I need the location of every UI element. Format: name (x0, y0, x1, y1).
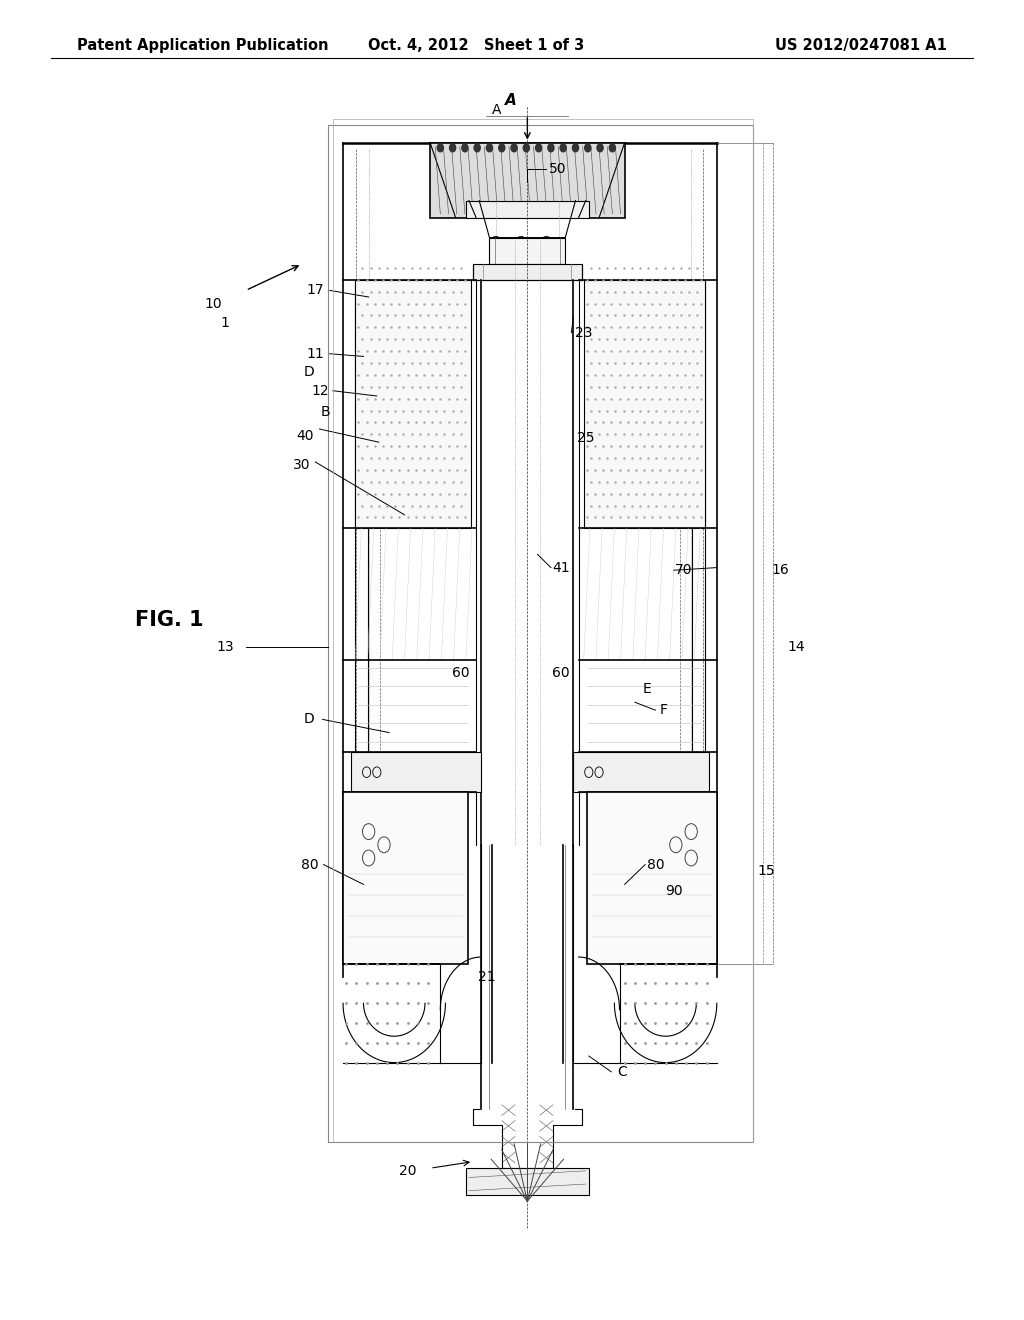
Text: 80: 80 (301, 858, 319, 871)
Circle shape (462, 144, 468, 152)
Circle shape (437, 144, 443, 152)
Bar (584, 280, 705, 528)
Text: 10: 10 (204, 297, 222, 310)
Circle shape (572, 144, 579, 152)
Circle shape (511, 144, 517, 152)
Circle shape (585, 144, 591, 152)
Text: B: B (321, 405, 331, 418)
Text: 14: 14 (787, 640, 806, 653)
Text: Oct. 4, 2012   Sheet 1 of 3: Oct. 4, 2012 Sheet 1 of 3 (368, 38, 585, 53)
Bar (489, 238, 565, 264)
Text: A: A (506, 94, 517, 108)
Bar (466, 1168, 589, 1195)
Circle shape (499, 144, 505, 152)
Text: Patent Application Publication: Patent Application Publication (77, 38, 329, 53)
Text: 17: 17 (306, 284, 325, 297)
Text: 30: 30 (293, 458, 311, 471)
Bar (328, 125, 753, 1142)
Text: 15: 15 (757, 865, 775, 878)
Text: 80: 80 (646, 858, 665, 871)
Text: 11: 11 (306, 347, 325, 360)
Text: 16: 16 (771, 564, 790, 577)
Text: 23: 23 (574, 326, 593, 339)
Bar (351, 752, 481, 792)
Text: 40: 40 (296, 429, 314, 442)
Bar (430, 143, 625, 218)
Text: D: D (304, 713, 314, 726)
Circle shape (474, 144, 480, 152)
Bar (355, 280, 471, 528)
Circle shape (597, 144, 603, 152)
Circle shape (523, 144, 529, 152)
Text: 60: 60 (552, 667, 570, 680)
Text: 70: 70 (675, 564, 693, 577)
Text: 90: 90 (665, 884, 683, 898)
Text: A: A (492, 103, 502, 116)
Text: 50: 50 (549, 162, 567, 176)
Text: 13: 13 (216, 640, 234, 653)
Text: US 2012/0247081 A1: US 2012/0247081 A1 (775, 38, 947, 53)
Text: 25: 25 (577, 432, 595, 445)
Circle shape (560, 144, 566, 152)
Bar (573, 752, 709, 792)
Circle shape (548, 144, 554, 152)
Text: 60: 60 (452, 667, 470, 680)
Text: 1: 1 (221, 317, 229, 330)
Circle shape (486, 144, 493, 152)
Bar (343, 792, 468, 964)
Circle shape (609, 144, 615, 152)
Bar (466, 201, 589, 218)
Text: C: C (617, 1065, 628, 1078)
Text: 20: 20 (398, 1164, 417, 1177)
Bar (473, 264, 582, 280)
Circle shape (450, 144, 456, 152)
Text: 41: 41 (552, 561, 570, 574)
Text: F: F (659, 704, 668, 717)
Circle shape (536, 144, 542, 152)
Text: E: E (643, 682, 651, 696)
Text: 21: 21 (477, 970, 496, 983)
Text: D: D (304, 366, 314, 379)
Text: FIG. 1: FIG. 1 (134, 610, 204, 631)
Bar (587, 792, 717, 964)
Text: 12: 12 (311, 384, 330, 397)
